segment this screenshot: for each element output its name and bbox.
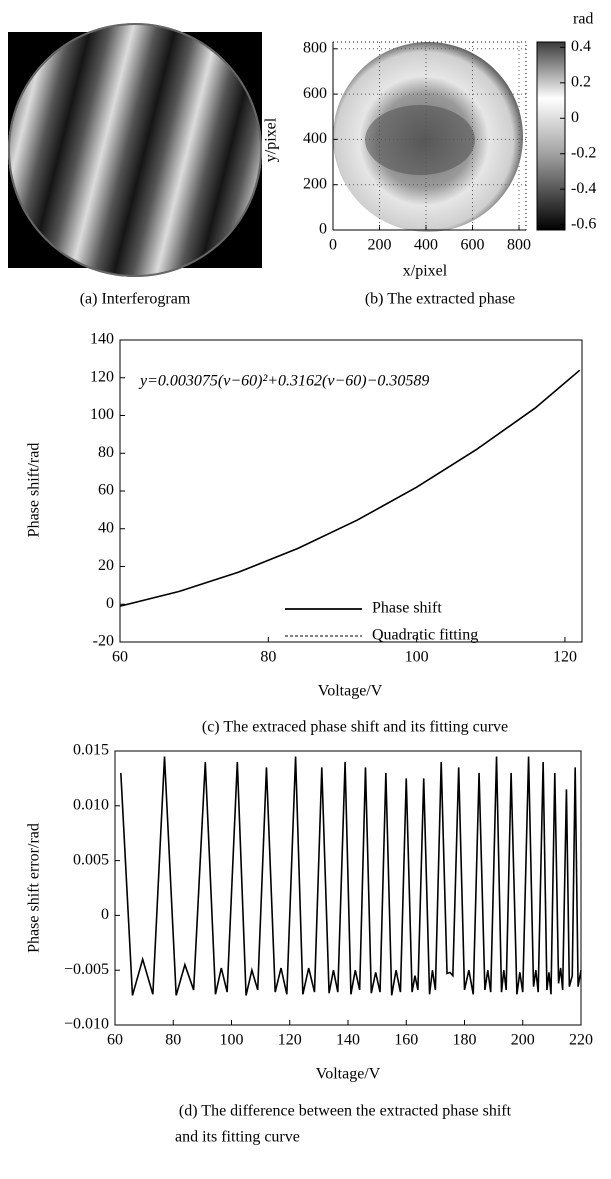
x-tick-label: 120: [278, 1032, 302, 1049]
series-line: [119, 369, 581, 607]
colorbar-tick-label: 0.4: [571, 38, 591, 55]
caption: (a) Interferogram: [80, 291, 191, 308]
x-tick-label: 60: [112, 649, 128, 666]
x-tick-label: 60: [107, 1032, 123, 1049]
x-tick-label: 0: [329, 237, 337, 254]
x-axis-label: Voltage/V: [318, 683, 383, 700]
x-tick-label: 140: [336, 1032, 360, 1049]
y-tick-label: 60: [98, 482, 114, 499]
y-axis-label: Phase shift error/rad: [26, 823, 43, 953]
x-tick-label: 800: [507, 237, 531, 254]
y-tick-label: -20: [93, 633, 114, 650]
y-tick-label: 20: [98, 557, 114, 574]
x-axis-label: Voltage/V: [316, 1066, 381, 1083]
x-tick-label: 200: [368, 237, 392, 254]
colorbar-label: rad: [573, 11, 593, 28]
y-tick-label: 0.015: [73, 742, 109, 759]
legend-label: Phase shift: [372, 600, 442, 617]
x-tick-label: 600: [461, 237, 485, 254]
colorbar-tick-label: 0.2: [571, 73, 591, 90]
y-axis-label: Phase shift/rad: [26, 443, 43, 538]
x-tick-label: 180: [453, 1032, 477, 1049]
y-tick-label: −0.005: [64, 961, 109, 978]
colorbar-tick-label: -0.2: [571, 144, 596, 161]
colorbar-tick-label: -0.4: [571, 180, 596, 197]
x-tick-label: 100: [405, 649, 429, 666]
y-tick-label: 80: [98, 444, 114, 461]
y-tick-label: 0: [319, 221, 327, 238]
colorbar-tick-label: 0: [571, 109, 579, 126]
y-tick-label: 600: [303, 85, 327, 102]
x-tick-label: 400: [414, 237, 438, 254]
x-tick-label: 80: [260, 649, 276, 666]
y-tick-label: 140: [90, 331, 114, 348]
caption: (b) The extracted phase: [365, 291, 515, 308]
y-tick-label: 0.010: [73, 796, 109, 813]
plot-frame: [119, 339, 583, 643]
y-tick-label: 0: [106, 595, 114, 612]
caption: (c) The extraced phase shift and its fit…: [202, 719, 508, 736]
x-tick-label: 160: [394, 1032, 418, 1049]
x-tick-label: 200: [511, 1032, 535, 1049]
caption: (d) The difference between the extracted…: [179, 1103, 512, 1120]
x-tick-label: 220: [569, 1032, 593, 1049]
equation: y=0.003075(v−60)²+0.3162(v−60)−0.30589: [138, 373, 429, 390]
y-tick-label: 200: [303, 175, 327, 192]
legend-label: Quadratic fitting: [372, 627, 478, 644]
phase-map: [333, 42, 523, 232]
x-axis-label: x/pixel: [403, 263, 448, 280]
y-tick-label: 800: [303, 39, 327, 56]
colorbar-tick-label: -0.6: [571, 215, 596, 232]
interferogram: [8, 23, 262, 277]
y-tick-label: 40: [98, 519, 114, 536]
y-tick-label: 120: [90, 368, 114, 385]
x-tick-label: 80: [165, 1032, 181, 1049]
y-axis-label: y/pixel: [263, 117, 280, 162]
y-tick-label: 100: [90, 406, 114, 423]
colorbar: [536, 41, 566, 231]
y-tick-label: 400: [303, 130, 327, 147]
series-line: [120, 756, 582, 996]
plot-frame: [114, 750, 582, 1026]
series-line: [119, 369, 581, 607]
x-tick-label: 100: [220, 1032, 244, 1049]
y-tick-label: −0.010: [64, 1016, 109, 1033]
y-tick-label: 0.005: [73, 851, 109, 868]
y-tick-label: 0: [101, 906, 109, 923]
x-tick-label: 120: [553, 649, 577, 666]
caption: and its fitting curve: [175, 1129, 300, 1146]
